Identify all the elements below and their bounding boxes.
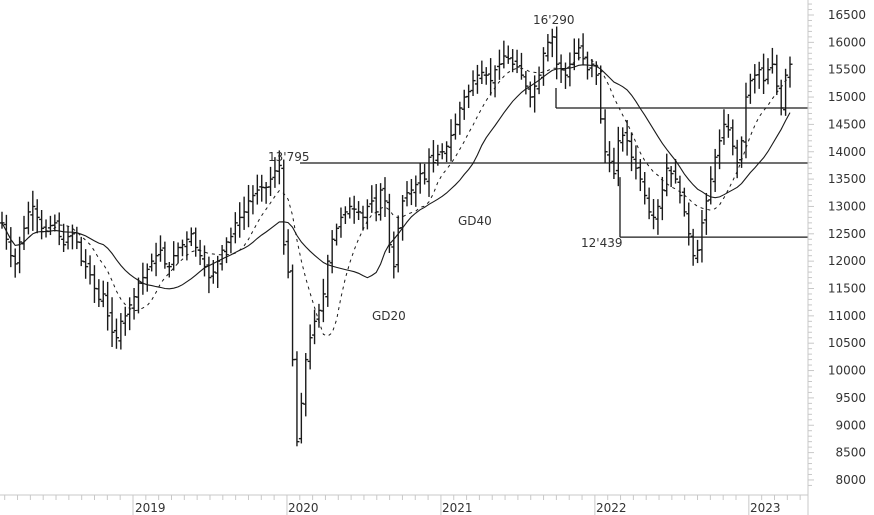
gd40-moving-average	[1, 64, 791, 290]
y-tick-label: 8000	[835, 473, 866, 487]
y-tick-label: 15000	[828, 90, 866, 104]
plot-area	[0, 26, 793, 447]
y-tick-label: 16500	[828, 8, 866, 22]
y-tick-label: 14000	[828, 145, 866, 159]
annotation-label: 13'795	[268, 150, 309, 164]
x-tick-label: 2022	[596, 501, 627, 515]
y-tick-label: 15500	[828, 63, 866, 77]
annotation-label: 16'290	[533, 13, 574, 27]
y-tick-label: 13000	[828, 199, 866, 213]
y-tick-label: 10000	[828, 364, 866, 378]
annotation-label: GD20	[372, 309, 406, 323]
x-tick-label: 2023	[750, 501, 781, 515]
annotation-label: GD40	[458, 214, 492, 228]
x-tick-label: 2021	[442, 501, 473, 515]
y-tick-label: 10500	[828, 336, 866, 350]
y-tick-label: 11500	[828, 282, 866, 296]
y-axis: 8000 8500 9000 9500 10000 10500 11000 11500 1200…	[807, 0, 866, 515]
y-tick-label: 16000	[828, 35, 866, 49]
y-tick-label: 14500	[828, 117, 866, 131]
x-tick-label: 2020	[288, 501, 319, 515]
annotation-label: 12'439	[581, 236, 622, 250]
y-tick-label: 11000	[828, 309, 866, 323]
y-tick-label: 9000	[835, 418, 866, 432]
y-tick-label: 9500	[835, 391, 866, 405]
y-tick-label: 8500	[835, 446, 866, 460]
gd20-moving-average	[1, 56, 791, 337]
y-tick-label: 13500	[828, 172, 866, 186]
annotations: 13'795 16'290 12'439 GD40 GD20	[268, 13, 622, 323]
y-tick-label: 12500	[828, 227, 866, 241]
x-tick-label: 2019	[135, 501, 166, 515]
x-axis: 2019 2020 2021 2022 2023	[0, 494, 808, 515]
y-tick-label: 12000	[828, 254, 866, 268]
